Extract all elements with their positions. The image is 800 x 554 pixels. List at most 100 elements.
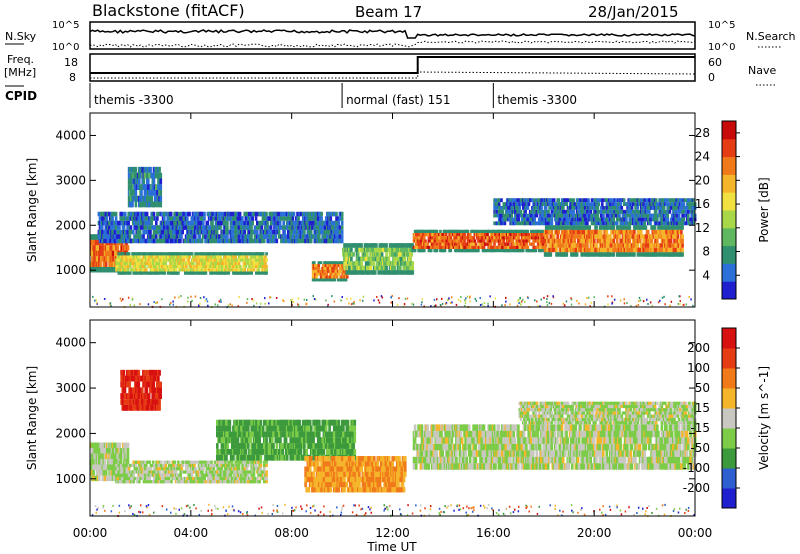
range-cell — [610, 229, 613, 235]
range-cell — [573, 238, 577, 244]
range-cell — [405, 261, 409, 266]
speckle-cell — [206, 300, 209, 303]
range-cell — [291, 216, 295, 221]
speckle-cell — [527, 296, 529, 299]
speckle-cell — [187, 296, 189, 299]
range-cell — [164, 261, 168, 265]
speckle-cell — [362, 295, 365, 298]
range-cell — [605, 229, 609, 235]
range-cell — [178, 252, 181, 256]
range-cell — [158, 268, 162, 272]
range-cell — [633, 247, 636, 253]
speckle-cell — [487, 305, 489, 308]
speckle-cell — [194, 295, 197, 298]
range-cell — [621, 213, 625, 218]
range-cell — [569, 217, 572, 222]
speckle-cell — [576, 300, 578, 302]
range-cell — [219, 225, 222, 230]
range-cell — [188, 234, 191, 239]
range-cell — [331, 220, 335, 226]
range-cell — [502, 239, 505, 243]
range-cell — [114, 216, 118, 221]
range-cell — [574, 247, 578, 253]
range-cell — [350, 256, 353, 262]
speckle-cell — [642, 300, 645, 303]
range-cell — [318, 234, 321, 239]
range-cell — [609, 209, 612, 214]
range-cell — [673, 225, 676, 230]
range-cell — [395, 252, 399, 257]
range-cell — [126, 245, 130, 251]
range-cell — [593, 252, 596, 257]
range-cell — [332, 211, 336, 217]
range-cell — [163, 225, 166, 230]
range-cell — [133, 172, 137, 179]
range-cell — [91, 256, 94, 262]
range-cell — [566, 225, 570, 230]
range-cell — [673, 252, 676, 257]
speckle-cell — [264, 302, 266, 305]
range-cell — [320, 211, 323, 217]
range-cell — [676, 234, 680, 239]
range-cell — [213, 211, 217, 217]
speckle-cell — [180, 295, 182, 297]
range-cell — [237, 261, 241, 265]
speckle-cell — [505, 296, 507, 299]
range-cell — [141, 238, 144, 244]
range-cell — [571, 252, 574, 257]
range-cell — [220, 265, 224, 269]
range-cell — [132, 211, 135, 217]
range-cell — [625, 217, 628, 222]
range-cell — [182, 258, 186, 262]
range-cell — [587, 198, 590, 203]
range-cell — [674, 243, 677, 248]
range-cell — [134, 166, 138, 173]
range-cell — [654, 209, 658, 214]
range-cell — [333, 278, 337, 282]
range-cell — [674, 209, 677, 214]
range-cell — [411, 261, 415, 266]
range-cell — [144, 220, 148, 226]
range-cell — [125, 234, 128, 239]
speckle-cell — [139, 303, 141, 306]
range-cell — [117, 252, 121, 256]
range-cell — [220, 268, 224, 272]
range-cell — [258, 225, 261, 230]
range-cell — [352, 261, 355, 266]
range-cell — [315, 267, 318, 270]
range-cell — [330, 238, 334, 244]
range-cell — [109, 238, 112, 244]
range-cell — [244, 258, 248, 262]
range-cell — [555, 247, 558, 253]
range-cell — [556, 234, 559, 239]
range-cell — [309, 229, 313, 235]
range-cell — [618, 213, 621, 218]
range-cell — [141, 225, 144, 230]
range-cell — [152, 234, 156, 239]
range-cell — [335, 275, 339, 279]
range-cell — [651, 247, 655, 253]
range-cell — [340, 238, 344, 244]
range-cell — [211, 238, 214, 244]
range-cell — [589, 252, 593, 257]
range-cell — [409, 256, 412, 262]
range-cell — [265, 252, 268, 256]
range-cell — [146, 252, 149, 256]
speckle-cell — [131, 298, 134, 301]
range-cell — [364, 256, 368, 262]
range-cell — [185, 255, 188, 259]
range-cell — [265, 265, 268, 269]
speckle-cell — [679, 300, 681, 302]
speckle-cell — [119, 297, 122, 300]
range-cell — [689, 206, 692, 210]
range-cell — [177, 211, 181, 217]
range-cell — [235, 258, 239, 262]
speckle-cell — [282, 299, 284, 302]
range-cell — [350, 261, 353, 266]
range-cell — [426, 242, 430, 246]
range-cell — [402, 261, 405, 266]
range-cell — [91, 250, 94, 257]
range-cell — [141, 268, 145, 272]
range-cell — [423, 236, 426, 240]
